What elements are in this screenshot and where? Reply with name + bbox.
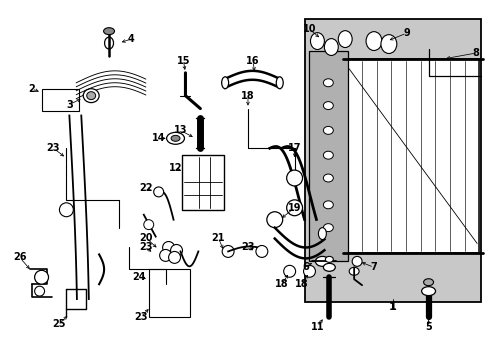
Ellipse shape (323, 102, 333, 109)
Ellipse shape (421, 287, 435, 296)
Text: 14: 14 (152, 133, 165, 143)
Bar (41, 89, 79, 111)
Circle shape (160, 249, 171, 261)
Ellipse shape (323, 79, 333, 87)
Text: 18: 18 (241, 91, 254, 101)
Circle shape (222, 246, 234, 257)
Text: 23: 23 (47, 143, 60, 153)
Text: 8: 8 (472, 48, 479, 58)
Ellipse shape (104, 37, 113, 49)
Ellipse shape (103, 28, 114, 35)
Ellipse shape (276, 77, 283, 89)
Circle shape (303, 265, 315, 277)
Text: 3: 3 (66, 100, 73, 109)
Ellipse shape (380, 35, 396, 54)
Circle shape (35, 270, 48, 284)
Bar (182, 155, 224, 210)
Bar (346, 59, 478, 253)
Circle shape (170, 244, 182, 256)
Ellipse shape (323, 224, 333, 231)
Text: 6: 6 (302, 262, 308, 272)
Text: 23: 23 (139, 243, 152, 252)
Ellipse shape (423, 279, 433, 286)
Circle shape (153, 187, 163, 197)
Text: 26: 26 (13, 252, 26, 262)
Circle shape (283, 265, 295, 277)
Text: 13: 13 (173, 125, 187, 135)
Ellipse shape (318, 228, 325, 239)
Text: 18: 18 (294, 279, 308, 289)
Ellipse shape (325, 256, 333, 262)
Text: 17: 17 (287, 143, 301, 153)
Text: 7: 7 (370, 262, 377, 272)
Circle shape (168, 251, 180, 264)
Text: 2: 2 (28, 84, 35, 94)
Circle shape (286, 170, 302, 186)
Text: 10: 10 (302, 24, 316, 34)
Text: 22: 22 (139, 183, 152, 193)
Ellipse shape (366, 32, 381, 50)
Text: 5: 5 (425, 322, 431, 332)
Text: 23: 23 (241, 243, 254, 252)
Text: 9: 9 (403, 28, 409, 38)
Ellipse shape (323, 264, 335, 271)
Text: 18: 18 (274, 279, 288, 289)
Text: 1: 1 (388, 302, 395, 312)
Ellipse shape (166, 132, 184, 144)
Text: 15: 15 (176, 56, 190, 66)
Text: 20: 20 (139, 233, 152, 243)
Text: 4: 4 (127, 34, 134, 44)
Ellipse shape (310, 33, 324, 50)
Circle shape (163, 242, 174, 253)
Ellipse shape (83, 89, 99, 103)
Ellipse shape (338, 31, 351, 48)
Ellipse shape (324, 39, 338, 55)
Bar (304, 19, 480, 302)
Text: 1: 1 (388, 302, 396, 312)
Text: 25: 25 (53, 319, 66, 329)
Text: 16: 16 (245, 56, 259, 66)
Text: 24: 24 (132, 272, 145, 282)
Circle shape (286, 200, 302, 216)
Ellipse shape (323, 126, 333, 134)
Ellipse shape (171, 135, 180, 141)
Ellipse shape (86, 92, 96, 100)
Circle shape (60, 203, 73, 217)
Circle shape (143, 220, 153, 230)
Circle shape (35, 286, 44, 296)
Ellipse shape (315, 256, 328, 266)
Text: 21: 21 (211, 233, 224, 243)
Bar (308, 51, 347, 261)
Text: 23: 23 (134, 312, 147, 322)
Circle shape (266, 212, 282, 228)
Text: 19: 19 (287, 203, 301, 213)
Ellipse shape (323, 174, 333, 182)
Circle shape (351, 256, 361, 266)
Ellipse shape (323, 151, 333, 159)
Text: 11: 11 (310, 322, 324, 332)
Text: 12: 12 (168, 163, 182, 173)
Ellipse shape (323, 201, 333, 209)
Circle shape (255, 246, 267, 257)
Bar (148, 269, 190, 317)
Ellipse shape (348, 267, 358, 275)
Ellipse shape (221, 77, 228, 89)
